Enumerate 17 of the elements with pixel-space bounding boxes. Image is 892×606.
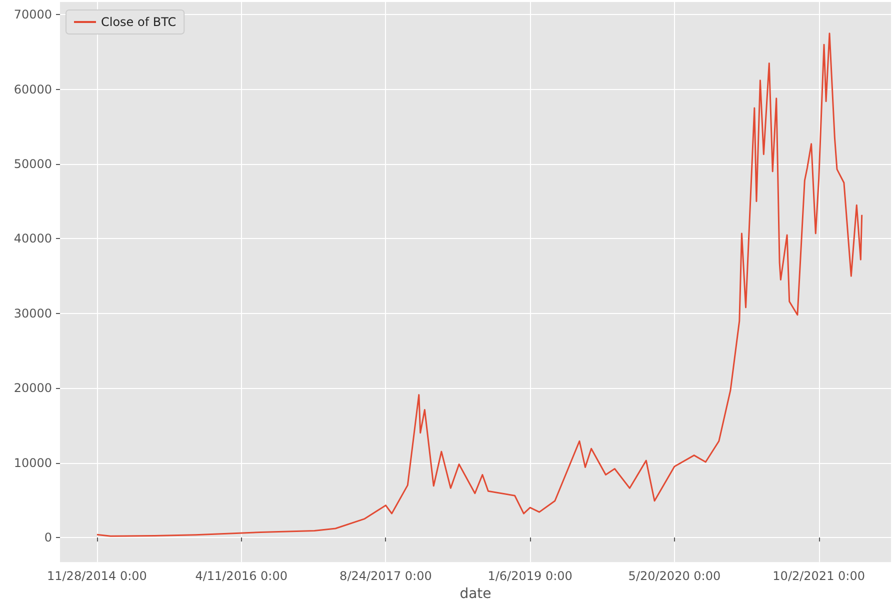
- y-tick-label: 50000: [14, 157, 52, 172]
- x-tick-label: 8/24/2017 0:00: [340, 569, 432, 584]
- x-tick-label: 10/2/2021 0:00: [772, 569, 865, 584]
- line-series: [96, 32, 863, 537]
- y-tick-label: 40000: [14, 232, 52, 246]
- x-tick-label: 5/20/2020 0:00: [628, 569, 721, 584]
- y-tick-label: 0: [44, 530, 52, 544]
- x-tick-label: 11/28/2014 0:00: [46, 569, 147, 584]
- y-tick-label: 30000: [14, 306, 52, 320]
- y-tick-label: 10000: [14, 456, 52, 470]
- legend-label: Close of BTC: [101, 15, 176, 29]
- y-tick-label: 70000: [14, 8, 52, 22]
- x-axis-title: date: [460, 586, 492, 602]
- y-tick-label: 20000: [14, 381, 52, 396]
- x-tick-label: 4/11/2016 0:00: [195, 569, 288, 584]
- y-tick-label: 60000: [14, 82, 52, 96]
- x-tick-label: 1/6/2019 0:00: [488, 569, 572, 584]
